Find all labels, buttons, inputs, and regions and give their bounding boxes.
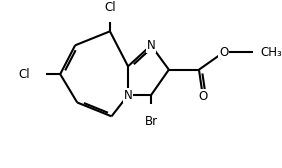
Text: N: N [124,89,132,102]
Text: O: O [219,46,228,59]
Text: O: O [198,90,208,103]
Text: Cl: Cl [19,68,30,81]
Text: Br: Br [144,115,158,128]
Text: Cl: Cl [104,2,116,14]
Text: CH₃: CH₃ [260,46,282,59]
Text: N: N [147,39,155,52]
